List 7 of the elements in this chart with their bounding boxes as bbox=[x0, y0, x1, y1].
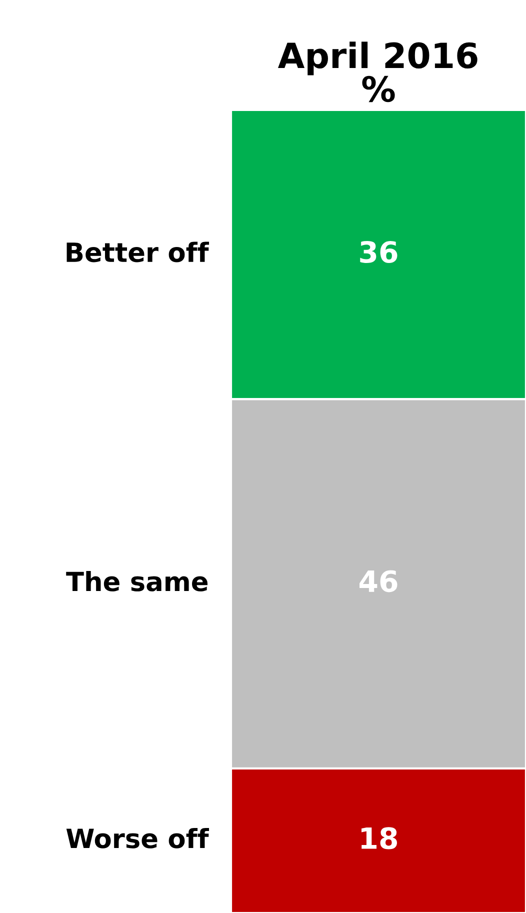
series-label: Worse off bbox=[66, 828, 210, 848]
series-label: The same bbox=[66, 571, 208, 592]
data-label: 46 bbox=[360, 570, 398, 592]
data-label: 36 bbox=[360, 240, 398, 264]
data-label: 18 bbox=[361, 827, 397, 850]
series-label: Better off bbox=[66, 242, 210, 262]
chart-title: April 2016 % bbox=[278, 42, 478, 102]
